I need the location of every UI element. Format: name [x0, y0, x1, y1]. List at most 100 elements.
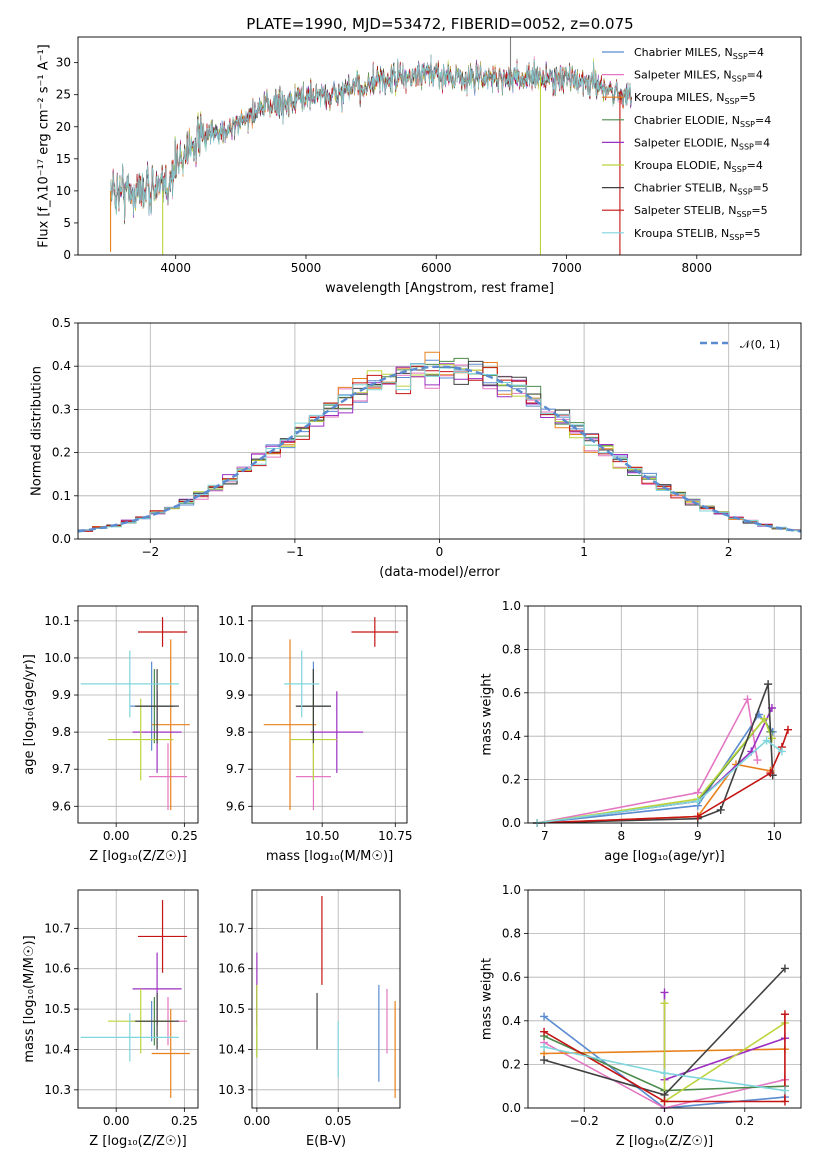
- legend-nssp-value: 4: [764, 114, 771, 127]
- panel-weight-vs-age: 7 8 9 10 0.0 0.2 0.4 0.6 0.8 1.0 age [log₁₀(age/yr…: [479, 599, 802, 864]
- point-marker: [660, 1069, 669, 1078]
- legend-model-name: Chabrier MILES: [634, 46, 718, 59]
- legend-label: 𝒩(0, 1): [740, 338, 780, 351]
- x-tick-label: 0.25: [171, 1114, 198, 1128]
- legend-nssp-sub: SSP: [738, 188, 753, 197]
- weight-series: [537, 696, 759, 824]
- legend-nssp-sub: SSP: [739, 142, 754, 151]
- x-tick-label: −2: [141, 545, 159, 559]
- y-axis-label: Flux [f_λ10⁻¹⁷ erg cm⁻² s⁻¹ A⁻¹]: [37, 44, 52, 248]
- y-axis-label: mass weight: [479, 673, 494, 755]
- legend-model-name: Salpeter ELODIE: [634, 136, 724, 149]
- y-tick-label: 0.4: [52, 359, 71, 373]
- y-tick-label: 1.0: [502, 599, 521, 613]
- y-tick-label: 0.6: [502, 686, 521, 700]
- x-axis-label: Z [log₁₀(Z/Z☉)]: [616, 1134, 713, 1149]
- point-marker: [743, 695, 752, 704]
- y-tick-label: 9.6: [226, 799, 245, 813]
- x-tick-label: 0.00: [244, 1114, 271, 1128]
- legend-nssp-value: 4: [756, 69, 763, 82]
- figure-title: PLATE=1990, MJD=53472, FIBERID=0052, z=0…: [246, 15, 633, 33]
- legend-nssp-value: 4: [756, 159, 763, 172]
- point-marker: [693, 812, 702, 821]
- y-tick-label: 9.8: [226, 725, 245, 739]
- legend-model-name: Chabrier STELIB: [634, 182, 722, 195]
- axes-frame: [77, 889, 199, 1109]
- point-marker: [766, 769, 775, 778]
- y-tick-label: 0.2: [502, 773, 521, 787]
- y-tick-label: 5: [63, 216, 71, 230]
- y-tick-label: 9.7: [52, 762, 71, 776]
- legend-model-name: Kroupa MILES: [634, 91, 709, 104]
- panel-weight-vs-Z: −0.2 0.0 0.2 0.0 0.2 0.4 0.6 0.8 1.0 Z [log₁₀(Z/Z…: [479, 883, 802, 1149]
- legend-nssp-sub: SSP: [733, 52, 748, 61]
- y-tick-label: 0.5: [52, 316, 71, 330]
- axes-age-vs-Z: 0.00 0.25 9.6 9.7 9.8 9.9 10.0 10.1 Z [log₁₀(Z/Z…: [22, 605, 199, 864]
- legend-nssp-eq: =: [751, 204, 760, 217]
- legend-label: Salpeter ELODIE, NSSP=4: [634, 136, 770, 151]
- legend-nssp-sub: SSP: [729, 233, 744, 242]
- x-tick-label: 0: [436, 545, 444, 559]
- y-tick-label: 9.9: [52, 688, 71, 702]
- legend-nssp-eq: =: [744, 227, 753, 240]
- y-tick-label: 9.6: [52, 799, 71, 813]
- y-tick-label: 9.7: [226, 762, 245, 776]
- x-tick-label: 10.50: [305, 829, 339, 843]
- y-tick-label: 10.0: [218, 651, 245, 665]
- plot-area-residuals: 𝒩(0, 1): [78, 338, 801, 534]
- legend-nssp-sub: SSP: [732, 165, 747, 174]
- y-tick-label: 30: [56, 56, 71, 70]
- histograms: [78, 351, 801, 534]
- legend-nssp-prefix: , N: [724, 136, 739, 149]
- errorbars: [256, 896, 396, 1098]
- y-tick-label: 10.7: [44, 921, 71, 935]
- x-tick-label: 8: [617, 829, 625, 843]
- legend-nssp-prefix: , N: [714, 227, 729, 240]
- y-axis-label: Normed distribution: [29, 366, 44, 496]
- panel-mass-vs-Z: 0.00 0.25 10.3 10.4 10.5 10.6 10.7 Z [log₁₀(Z/Z…: [22, 889, 199, 1149]
- weight-lines: [533, 680, 792, 827]
- legend-nssp-eq: =: [754, 136, 763, 149]
- y-tick-label: 20: [56, 120, 71, 134]
- legend-label: Salpeter STELIB, NSSP=5: [634, 204, 768, 219]
- legend-nssp-prefix: , N: [721, 204, 736, 217]
- x-tick-label: 0.05: [325, 1114, 352, 1128]
- point-marker: [540, 1042, 549, 1051]
- axes-residuals: −2 −1 0 1 2 0.0 0.1 0.2 0.3 0.4 0.5 (data-model)/er…: [29, 316, 802, 580]
- x-tick-label: 10: [767, 829, 782, 843]
- axes-frame: [527, 605, 802, 824]
- point-marker: [540, 1056, 549, 1065]
- x-axis-label: wavelength [Angstrom, rest frame]: [325, 281, 554, 296]
- errorbars: [80, 900, 190, 1098]
- legend-nssp-value: 5: [753, 227, 760, 240]
- legend-nssp-eq: =: [753, 182, 762, 195]
- axes-mass-vs-ebv: 0.00 0.05 10.3 10.4 10.5 10.6 10.7 E(B-V): [218, 889, 401, 1149]
- x-tick-label: 2: [725, 545, 733, 559]
- point-marker: [693, 797, 702, 806]
- y-axis-label: age [log₁₀(age/yr)]: [22, 654, 37, 775]
- y-tick-label: 10.1: [44, 614, 71, 628]
- errorbars: [80, 617, 190, 811]
- x-tick-label: 0.00: [103, 829, 130, 843]
- point-marker: [753, 756, 762, 765]
- legend-label: Chabrier ELODIE, NSSP=4: [634, 114, 771, 129]
- y-axis-label: mass [log₁₀(M/M☉)]: [22, 935, 37, 1062]
- legend-nssp-eq: =: [748, 46, 757, 59]
- y-tick-label: 0.0: [502, 816, 521, 830]
- y-tick-label: 10.4: [218, 1042, 245, 1056]
- legend-nssp-sub: SSP: [736, 210, 751, 219]
- point-marker: [660, 988, 669, 997]
- point-marker: [540, 1027, 549, 1036]
- legend-label: Kroupa ELODIE, NSSP=4: [634, 159, 763, 174]
- x-axis-label: E(B-V): [306, 1134, 346, 1149]
- y-tick-label: 25: [56, 88, 71, 102]
- axes-mass-vs-Z: 0.00 0.25 10.3 10.4 10.5 10.6 10.7 Z [log₁₀(Z/Z…: [22, 889, 199, 1149]
- legend-nssp-sub: SSP: [724, 97, 739, 106]
- y-tick-label: 0.0: [52, 532, 71, 546]
- plot-area-mass-vs-Z: [80, 900, 190, 1098]
- x-tick-label: 1: [580, 545, 588, 559]
- y-axis-label: mass weight: [479, 958, 494, 1040]
